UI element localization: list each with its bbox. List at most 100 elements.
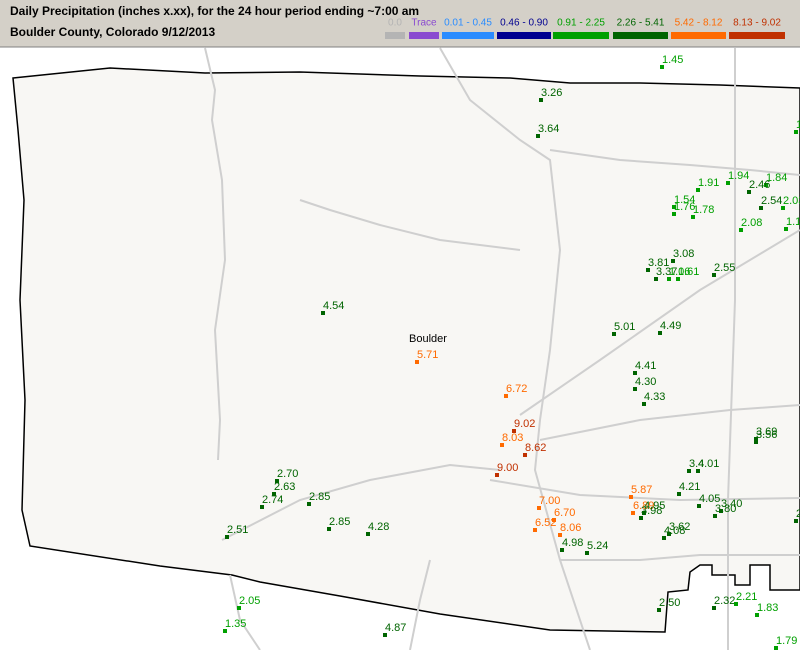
station-marker [672, 212, 676, 216]
station-label: 3.56 [756, 429, 777, 441]
station-marker [794, 130, 798, 134]
station-label: 6.89 [633, 500, 654, 512]
station-marker [383, 633, 387, 637]
station-label: 4.30 [635, 376, 656, 388]
station-marker [307, 502, 311, 506]
station-label: 2.21 [736, 591, 757, 603]
station-label: 4.49 [660, 320, 681, 332]
station-marker [539, 98, 543, 102]
station-label: 2.63 [274, 481, 295, 493]
station-label: 3.40 [721, 498, 742, 510]
station-label: 1.1 [786, 216, 800, 228]
station-marker [633, 371, 637, 375]
station-marker [696, 188, 700, 192]
station-marker [512, 429, 516, 433]
legend-label: Trace [411, 18, 437, 29]
station-marker [633, 387, 637, 391]
station-marker [415, 360, 419, 364]
station-label: 1.54 [674, 194, 695, 206]
station-marker [687, 469, 691, 473]
station-label: 6.52 [535, 517, 556, 529]
subtitle: Boulder County, Colorado 9/12/2013 [10, 25, 215, 39]
station-marker [671, 259, 675, 263]
station-label: 4.41 [635, 360, 656, 372]
station-label: 1.61 [678, 266, 699, 278]
legend-label: 8.13 - 9.02 [733, 18, 781, 29]
station-marker [676, 277, 680, 281]
station-marker [657, 608, 661, 612]
station-marker [774, 646, 778, 650]
station-marker [660, 65, 664, 69]
station-marker [677, 492, 681, 496]
legend-label: 2.26 - 5.41 [617, 18, 665, 29]
station-label: 4.98 [562, 537, 583, 549]
station-label: 3.62 [669, 521, 690, 533]
station-label: 1.45 [662, 54, 683, 66]
station-marker [327, 527, 331, 531]
station-marker [781, 206, 785, 210]
station-marker [495, 473, 499, 477]
station-marker [697, 504, 701, 508]
station-label: 2.08 [741, 217, 762, 229]
station-marker [223, 629, 227, 633]
station-label: 5.71 [417, 349, 438, 361]
station-label: 8.06 [560, 522, 581, 534]
legend-swatch [613, 32, 668, 39]
station-label: 3.64 [538, 123, 559, 135]
station-marker [691, 215, 695, 219]
station-marker [734, 602, 738, 606]
station-marker [642, 402, 646, 406]
station-marker [500, 443, 504, 447]
station-label: 2.05 [239, 595, 260, 607]
station-label: 4.21 [679, 481, 700, 493]
station-marker [696, 469, 700, 473]
station-marker [560, 548, 564, 552]
station-label: 2.74 [262, 494, 283, 506]
legend: 0.0 Trace 0.01 - 0.45 0.46 - 0.90 0.91 - 2.2… [385, 18, 785, 39]
station-marker [739, 228, 743, 232]
legend-swatch [729, 32, 785, 39]
station-label: 2 [796, 508, 800, 520]
station-marker [639, 516, 643, 520]
station-marker [504, 394, 508, 398]
station-marker [726, 181, 730, 185]
station-label: 3.37 [656, 266, 677, 278]
station-marker [533, 528, 537, 532]
station-label: 3.69 [756, 426, 777, 438]
station-label: 4.54 [323, 300, 344, 312]
legend-label: 0.01 - 0.45 [444, 18, 492, 29]
station-label: 9.02 [514, 418, 535, 430]
station-marker [646, 268, 650, 272]
station-marker [754, 440, 758, 444]
station-label: 1.84 [766, 172, 787, 184]
station-label: 4.87 [385, 622, 406, 634]
station-marker [612, 332, 616, 336]
station-label: 8.03 [502, 432, 523, 444]
roads [204, 47, 800, 650]
station-label: 4.28 [368, 521, 389, 533]
station-label: 3.81 [648, 257, 669, 269]
title: Daily Precipitation (inches x.xx), for t… [10, 4, 419, 18]
station-marker [654, 277, 658, 281]
county-boundary [12, 67, 800, 633]
station-marker [794, 519, 798, 523]
station-label: 1.4 [796, 119, 800, 131]
station-label: 1.06 [669, 266, 690, 278]
station-label: 4.05 [699, 493, 720, 505]
station-marker [275, 479, 279, 483]
station-marker [631, 511, 635, 515]
station-label: 1.91 [698, 177, 719, 189]
legend-swatch [553, 32, 609, 39]
station-marker [366, 532, 370, 536]
station-label: 4.33 [644, 391, 665, 403]
station-marker [658, 331, 662, 335]
station-marker [552, 518, 556, 522]
station-label: 2.03 [783, 195, 800, 207]
station-label: 2.70 [277, 468, 298, 480]
station-marker [764, 183, 768, 187]
station-label: 3.08 [673, 248, 694, 260]
station-marker [747, 190, 751, 194]
station-marker [712, 606, 716, 610]
station-label: 4.08 [664, 525, 685, 537]
